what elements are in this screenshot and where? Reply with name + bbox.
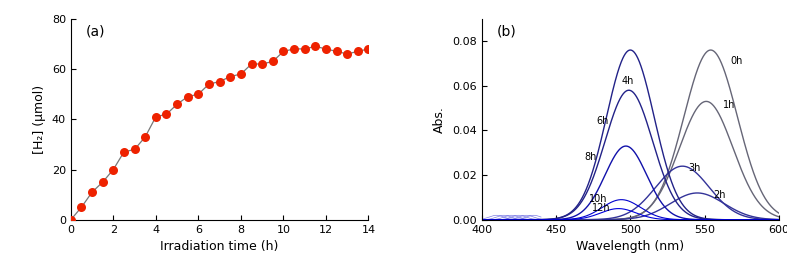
Text: 4h: 4h — [622, 76, 634, 86]
Text: 2h: 2h — [714, 190, 726, 200]
Text: (b): (b) — [497, 25, 516, 39]
Text: 10h: 10h — [589, 194, 607, 204]
Y-axis label: [H₂] (μmol): [H₂] (μmol) — [33, 85, 46, 154]
Text: (a): (a) — [86, 25, 105, 39]
Text: 8h: 8h — [584, 152, 597, 162]
Text: 0h: 0h — [730, 56, 742, 66]
X-axis label: Wavelength (nm): Wavelength (nm) — [576, 240, 685, 253]
Y-axis label: Abs.: Abs. — [434, 106, 446, 133]
Text: 6h: 6h — [596, 116, 608, 126]
Text: 12h: 12h — [592, 203, 610, 213]
Text: 1h: 1h — [722, 100, 735, 110]
Text: 3h: 3h — [689, 163, 700, 173]
X-axis label: Irradiation time (h): Irradiation time (h) — [161, 240, 279, 253]
